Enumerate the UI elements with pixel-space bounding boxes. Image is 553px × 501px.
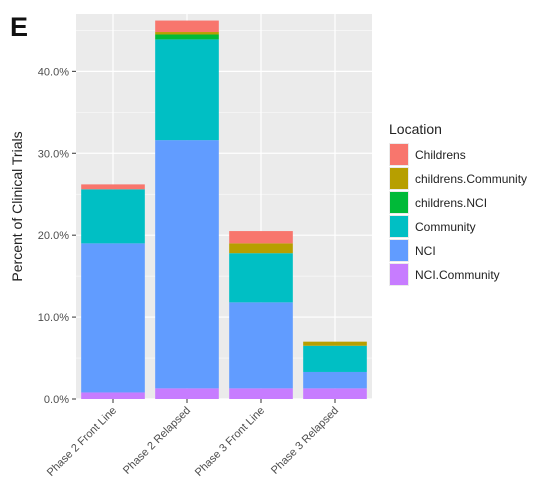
bar-segment-nci-community-phase-3-front-line [229, 388, 293, 399]
y-tick-label: 40.0% [38, 66, 69, 78]
bar-segment-community-phase-3-relapsed [303, 345, 367, 372]
bar-segment-childrens-phase-2-relapsed [155, 20, 219, 33]
legend-key-childrens-nci [390, 192, 408, 213]
y-tick-label: 10.0% [38, 312, 69, 324]
bar-segment-childrens-phase-2-front-line [81, 184, 145, 190]
bar-segment-nci-phase-3-front-line [229, 302, 293, 389]
legend-label-childrens: Childrens [415, 148, 466, 162]
bar-segment-nci-community-phase-2-front-line [81, 392, 145, 399]
legend: Location Childrens childrens.Community chi… [389, 121, 527, 286]
bars [81, 20, 367, 399]
bar-segment-nci-phase-2-relapsed [155, 140, 219, 389]
bar-segment-community-phase-2-relapsed [155, 39, 219, 141]
x-tick-label: Phase 2 Front Line [45, 405, 119, 479]
y-axis-title: Percent of Clinical Trials [9, 131, 25, 281]
x-axis: Phase 2 Front Line Phase 2 Relapsed Phase … [45, 399, 341, 479]
legend-label-community: Community [415, 220, 476, 234]
legend-key-childrens-community [390, 168, 408, 189]
bar-segment-childrens-nci-phase-2-relapsed [155, 34, 219, 40]
x-tick-label: Phase 3 Front Line [193, 405, 267, 479]
bar-segment-nci-community-phase-2-relapsed [155, 388, 219, 399]
bar-segment-childrens-phase-3-front-line [229, 231, 293, 244]
bar-segment-childrens-community-phase-2-relapsed [155, 32, 219, 35]
legend-key-nci [390, 240, 408, 261]
bar-segment-childrens-community-phase-3-relapsed [303, 341, 367, 346]
bar-segment-childrens-community-phase-3-front-line [229, 243, 293, 254]
legend-label-childrens-nci: childrens.NCI [415, 196, 487, 210]
legend-label-childrens-community: childrens.Community [415, 172, 527, 186]
legend-title: Location [389, 121, 442, 137]
bar-segment-nci-community-phase-3-relapsed [303, 388, 367, 399]
legend-key-nci-community [390, 264, 408, 285]
bar-segment-nci-phase-2-front-line [81, 243, 145, 393]
x-tick-label: Phase 3 Relapsed [269, 405, 341, 477]
legend-label-nci-community: NCI.Community [415, 268, 500, 282]
legend-label-nci: NCI [415, 244, 436, 258]
bar-segment-nci-phase-3-relapsed [303, 371, 367, 389]
y-tick-label: 20.0% [38, 230, 69, 242]
panel-letter: E [10, 12, 28, 42]
y-tick-label: 0.0% [44, 394, 69, 406]
bar-segment-community-phase-3-front-line [229, 253, 293, 303]
legend-key-childrens [390, 144, 408, 165]
y-axis: 0.0% 10.0% 20.0% 30.0% 40.0% [38, 66, 76, 406]
x-tick-label: Phase 2 Relapsed [121, 405, 193, 477]
bar-segment-community-phase-2-front-line [81, 189, 145, 244]
y-tick-label: 30.0% [38, 148, 69, 160]
legend-key-community [390, 216, 408, 237]
